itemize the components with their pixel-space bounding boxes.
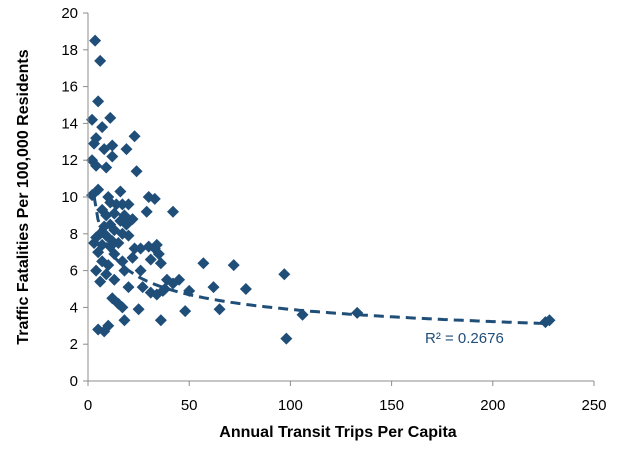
data-point — [136, 281, 149, 294]
data-point — [96, 121, 109, 134]
data-point — [114, 185, 127, 198]
x-tick-label: 200 — [480, 397, 505, 414]
data-point — [88, 237, 101, 249]
data-point — [154, 257, 167, 270]
data-point — [134, 242, 147, 255]
data-point — [122, 281, 135, 294]
data-point — [116, 198, 129, 211]
data-point — [156, 284, 169, 297]
y-tick-label: 18 — [61, 42, 78, 59]
data-point — [89, 34, 102, 47]
data-point — [128, 130, 141, 143]
data-point — [239, 283, 252, 295]
data-point — [88, 137, 101, 150]
data-point — [90, 264, 103, 277]
x-tick-label: 100 — [278, 397, 303, 414]
data-point — [207, 281, 220, 294]
data-point — [100, 209, 113, 222]
data-point — [106, 150, 119, 163]
y-tick-label: 8 — [70, 226, 78, 243]
data-point — [173, 273, 186, 286]
data-point — [108, 273, 121, 286]
data-point — [154, 314, 167, 327]
data-point — [278, 268, 291, 281]
data-point — [130, 165, 143, 178]
data-point — [539, 316, 552, 329]
data-point — [108, 248, 121, 261]
data-point — [100, 161, 113, 174]
data-point — [110, 198, 123, 211]
data-point — [132, 303, 145, 316]
data-point — [128, 242, 141, 255]
y-axis-title: Traffic Fatalities Per 100,000 Residents — [15, 49, 32, 344]
y-tick-label: 16 — [61, 79, 78, 96]
data-point — [126, 251, 139, 264]
data-point — [92, 95, 105, 108]
data-point — [351, 306, 364, 319]
data-point — [116, 301, 129, 314]
data-point — [227, 259, 240, 272]
data-point — [140, 205, 153, 218]
y-tick-label: 2 — [70, 336, 78, 353]
data-point — [118, 264, 131, 277]
y-axis-ticks: 0 2 4 6 8 10 12 14 16 18 20 — [61, 5, 88, 390]
data-point — [108, 207, 121, 220]
data-points — [86, 34, 556, 345]
data-point — [120, 143, 133, 156]
data-point — [150, 238, 163, 251]
data-point — [148, 192, 161, 205]
data-point — [197, 257, 210, 270]
data-point — [167, 205, 180, 218]
data-point — [98, 143, 111, 156]
data-point — [86, 113, 99, 126]
data-point — [213, 303, 226, 316]
x-axis-title: Annual Transit Trips Per Capita — [219, 424, 456, 441]
data-point — [116, 255, 129, 268]
data-point — [120, 218, 133, 231]
data-point — [104, 111, 117, 124]
y-tick-label: 12 — [61, 152, 78, 169]
y-tick-label: 0 — [70, 373, 78, 390]
data-point — [118, 314, 131, 327]
data-point — [102, 259, 115, 272]
data-point — [116, 227, 129, 240]
data-point — [90, 159, 103, 172]
y-tick-label: 4 — [70, 299, 78, 316]
data-point — [94, 275, 107, 288]
data-point — [92, 246, 105, 259]
plot-area: 0 50 100 150 200 250 0 2 4 6 8 10 12 14 16 18 20 — [61, 5, 606, 414]
data-point — [179, 305, 192, 318]
x-tick-label: 0 — [84, 397, 92, 414]
y-tick-label: 10 — [61, 189, 78, 206]
data-point — [296, 308, 309, 321]
x-tick-label: 150 — [379, 397, 404, 414]
y-tick-label: 20 — [61, 5, 78, 22]
data-point — [100, 268, 113, 281]
y-tick-label: 14 — [61, 115, 78, 132]
r-squared-label: R² = 0.2676 — [425, 330, 504, 347]
data-point — [122, 198, 135, 211]
x-axis-ticks: 0 50 100 150 200 250 — [84, 381, 607, 414]
data-point — [144, 253, 157, 266]
data-point — [122, 229, 135, 242]
y-tick-label: 6 — [70, 263, 78, 280]
data-point — [134, 264, 147, 277]
data-point — [94, 54, 107, 67]
data-point — [102, 319, 115, 332]
x-tick-label: 50 — [181, 397, 198, 414]
data-point — [280, 332, 293, 345]
data-point — [86, 189, 99, 202]
data-point — [152, 248, 165, 261]
x-tick-label: 250 — [581, 397, 606, 414]
data-point — [183, 284, 196, 297]
